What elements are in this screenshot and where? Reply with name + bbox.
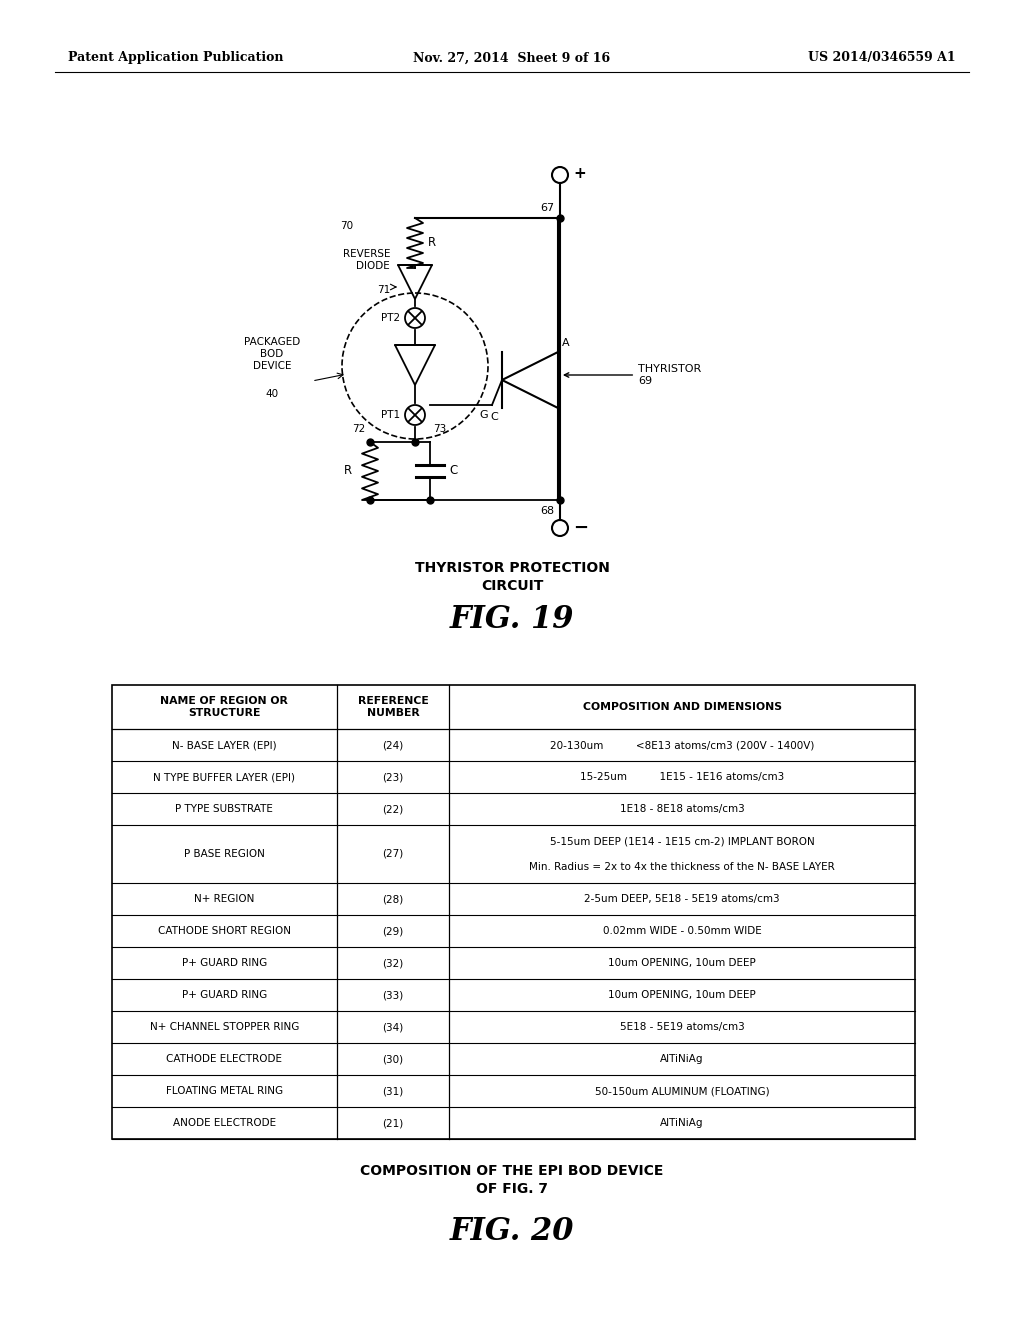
Text: FLOATING METAL RING: FLOATING METAL RING <box>166 1086 283 1096</box>
Text: C: C <box>449 465 458 478</box>
Text: G: G <box>479 411 488 420</box>
Text: ANODE ELECTRODE: ANODE ELECTRODE <box>173 1118 276 1129</box>
Text: N TYPE BUFFER LAYER (EPI): N TYPE BUFFER LAYER (EPI) <box>154 772 295 781</box>
Text: P BASE REGION: P BASE REGION <box>184 849 265 859</box>
Text: (29): (29) <box>382 927 403 936</box>
Text: Min. Radius = 2x to 4x the thickness of the N- BASE LAYER: Min. Radius = 2x to 4x the thickness of … <box>529 862 835 871</box>
Text: 10um OPENING, 10um DEEP: 10um OPENING, 10um DEEP <box>608 990 756 1001</box>
Text: N+ REGION: N+ REGION <box>195 894 255 904</box>
Text: FIG. 20: FIG. 20 <box>450 1216 574 1246</box>
Text: Patent Application Publication: Patent Application Publication <box>68 51 284 65</box>
Text: N+ CHANNEL STOPPER RING: N+ CHANNEL STOPPER RING <box>150 1022 299 1032</box>
Text: 0.02mm WIDE - 0.50mm WIDE: 0.02mm WIDE - 0.50mm WIDE <box>603 927 762 936</box>
Text: 73: 73 <box>433 424 446 434</box>
Text: 72: 72 <box>352 424 365 434</box>
Text: +: + <box>573 165 586 181</box>
Text: PACKAGED
BOD
DEVICE: PACKAGED BOD DEVICE <box>244 338 300 371</box>
Text: THYRISTOR
69: THYRISTOR 69 <box>564 364 701 385</box>
Text: 1E18 - 8E18 atoms/cm3: 1E18 - 8E18 atoms/cm3 <box>620 804 744 814</box>
Text: US 2014/0346559 A1: US 2014/0346559 A1 <box>808 51 956 65</box>
Text: (34): (34) <box>382 1022 403 1032</box>
Text: A: A <box>562 338 569 348</box>
Text: COMPOSITION OF THE EPI BOD DEVICE: COMPOSITION OF THE EPI BOD DEVICE <box>360 1164 664 1177</box>
Text: AlTiNiAg: AlTiNiAg <box>660 1118 703 1129</box>
Text: 15-25um          1E15 - 1E16 atoms/cm3: 15-25um 1E15 - 1E16 atoms/cm3 <box>580 772 784 781</box>
Text: COMPOSITION AND DIMENSIONS: COMPOSITION AND DIMENSIONS <box>583 702 781 711</box>
Text: CATHODE ELECTRODE: CATHODE ELECTRODE <box>167 1053 283 1064</box>
Text: R: R <box>428 236 436 249</box>
Text: Nov. 27, 2014  Sheet 9 of 16: Nov. 27, 2014 Sheet 9 of 16 <box>414 51 610 65</box>
Text: P+ GUARD RING: P+ GUARD RING <box>182 958 267 968</box>
Text: 40: 40 <box>265 389 279 399</box>
Text: 2-5um DEEP, 5E18 - 5E19 atoms/cm3: 2-5um DEEP, 5E18 - 5E19 atoms/cm3 <box>585 894 780 904</box>
Text: PT2: PT2 <box>381 313 400 323</box>
Text: −: − <box>573 519 588 537</box>
Text: (23): (23) <box>382 772 403 781</box>
Text: (22): (22) <box>382 804 403 814</box>
Text: NAME OF REGION OR
STRUCTURE: NAME OF REGION OR STRUCTURE <box>161 696 289 718</box>
Text: 20-130um          <8E13 atoms/cm3 (200V - 1400V): 20-130um <8E13 atoms/cm3 (200V - 1400V) <box>550 741 814 750</box>
Text: 5-15um DEEP (1E14 - 1E15 cm-2) IMPLANT BORON: 5-15um DEEP (1E14 - 1E15 cm-2) IMPLANT B… <box>550 837 814 846</box>
Text: 10um OPENING, 10um DEEP: 10um OPENING, 10um DEEP <box>608 958 756 968</box>
Text: OF FIG. 7: OF FIG. 7 <box>476 1181 548 1196</box>
Text: 71: 71 <box>377 285 390 294</box>
Text: C: C <box>490 412 498 422</box>
Text: 50-150um ALUMINUM (FLOATING): 50-150um ALUMINUM (FLOATING) <box>595 1086 769 1096</box>
Text: (31): (31) <box>382 1086 403 1096</box>
Text: P+ GUARD RING: P+ GUARD RING <box>182 990 267 1001</box>
Text: REVERSE
DIODE: REVERSE DIODE <box>342 249 390 271</box>
Text: (28): (28) <box>382 894 403 904</box>
Text: 67: 67 <box>540 203 554 213</box>
Text: FIG. 19: FIG. 19 <box>450 605 574 635</box>
Text: P TYPE SUBSTRATE: P TYPE SUBSTRATE <box>175 804 273 814</box>
Text: (24): (24) <box>382 741 403 750</box>
Text: (32): (32) <box>382 958 403 968</box>
Text: 5E18 - 5E19 atoms/cm3: 5E18 - 5E19 atoms/cm3 <box>620 1022 744 1032</box>
Bar <box>112 685 915 1139</box>
Text: (33): (33) <box>382 990 403 1001</box>
Text: 68: 68 <box>540 506 554 516</box>
Text: PT1: PT1 <box>381 411 400 420</box>
Text: REFERENCE
NUMBER: REFERENCE NUMBER <box>357 696 428 718</box>
Text: CATHODE SHORT REGION: CATHODE SHORT REGION <box>158 927 291 936</box>
Text: (21): (21) <box>382 1118 403 1129</box>
Text: (30): (30) <box>383 1053 403 1064</box>
Text: CIRCUIT: CIRCUIT <box>481 579 543 593</box>
Text: R: R <box>344 465 352 478</box>
Text: 70: 70 <box>340 220 353 231</box>
Text: N- BASE LAYER (EPI): N- BASE LAYER (EPI) <box>172 741 276 750</box>
Text: THYRISTOR PROTECTION: THYRISTOR PROTECTION <box>415 561 609 576</box>
Text: AlTiNiAg: AlTiNiAg <box>660 1053 703 1064</box>
Text: (27): (27) <box>382 849 403 859</box>
